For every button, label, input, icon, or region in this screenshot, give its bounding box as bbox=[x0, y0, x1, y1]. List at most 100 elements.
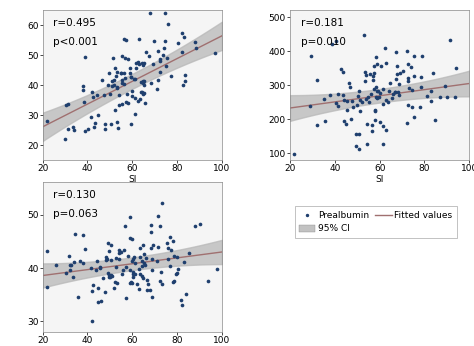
Point bbox=[181, 78, 189, 83]
Point bbox=[94, 112, 102, 118]
Point bbox=[432, 117, 439, 122]
Point bbox=[386, 80, 394, 85]
Point bbox=[143, 287, 150, 293]
Point bbox=[70, 275, 77, 280]
Point bbox=[120, 248, 128, 253]
Point bbox=[139, 80, 146, 85]
Point bbox=[408, 104, 416, 109]
Point bbox=[76, 259, 84, 264]
Point bbox=[62, 136, 69, 142]
Point bbox=[409, 88, 416, 93]
Point bbox=[116, 251, 123, 256]
Point bbox=[97, 264, 104, 270]
Point bbox=[113, 281, 121, 286]
Point bbox=[340, 97, 347, 102]
Point bbox=[126, 70, 134, 75]
Point bbox=[138, 60, 146, 66]
Point bbox=[127, 280, 134, 285]
Point bbox=[378, 64, 385, 69]
Point bbox=[88, 288, 95, 294]
Point bbox=[94, 300, 102, 305]
Point bbox=[138, 90, 146, 95]
Point bbox=[306, 103, 313, 109]
Point bbox=[128, 89, 136, 94]
Point bbox=[346, 85, 354, 90]
Point bbox=[374, 89, 382, 94]
Point bbox=[158, 200, 165, 206]
Point bbox=[71, 127, 78, 133]
Point bbox=[418, 84, 425, 90]
Point bbox=[385, 88, 393, 93]
Point bbox=[81, 99, 88, 104]
Point bbox=[178, 31, 186, 36]
Point bbox=[97, 298, 104, 304]
Point bbox=[452, 65, 460, 71]
Point bbox=[347, 116, 355, 121]
Point bbox=[143, 255, 150, 260]
Point bbox=[63, 102, 70, 108]
Point bbox=[93, 258, 101, 263]
Point bbox=[370, 64, 377, 69]
Point bbox=[43, 284, 51, 290]
Point bbox=[96, 265, 104, 271]
Text: r=0.181: r=0.181 bbox=[301, 18, 344, 28]
Point bbox=[427, 88, 434, 94]
Point bbox=[404, 48, 411, 54]
Point bbox=[372, 94, 380, 99]
Point bbox=[107, 272, 115, 278]
Point bbox=[375, 95, 383, 100]
Point bbox=[344, 98, 351, 103]
Point bbox=[81, 247, 89, 252]
Point bbox=[320, 97, 328, 102]
Point bbox=[115, 256, 123, 262]
Point bbox=[134, 98, 142, 104]
Point bbox=[337, 66, 344, 72]
Point bbox=[153, 86, 161, 92]
Point bbox=[108, 273, 115, 279]
Point bbox=[343, 107, 351, 112]
Point bbox=[115, 247, 123, 253]
Point bbox=[136, 254, 144, 260]
Text: p=0.063: p=0.063 bbox=[54, 209, 99, 219]
Text: p<0.001: p<0.001 bbox=[54, 37, 98, 47]
Point bbox=[139, 92, 147, 97]
Point bbox=[139, 243, 147, 248]
Point bbox=[391, 89, 399, 94]
Point bbox=[135, 266, 143, 272]
Point bbox=[120, 37, 128, 42]
Point bbox=[346, 81, 353, 86]
Point bbox=[144, 281, 152, 286]
Point bbox=[130, 254, 138, 260]
Point bbox=[128, 258, 136, 263]
Point bbox=[178, 49, 185, 54]
Point bbox=[162, 63, 170, 69]
Point bbox=[74, 294, 82, 300]
Point bbox=[376, 119, 384, 125]
Point bbox=[163, 55, 171, 61]
Point bbox=[158, 281, 165, 287]
Point bbox=[65, 253, 73, 259]
Point bbox=[166, 234, 173, 239]
Point bbox=[154, 213, 161, 218]
Point bbox=[410, 74, 418, 79]
Point bbox=[154, 48, 161, 53]
Point bbox=[103, 256, 111, 262]
Point bbox=[150, 38, 158, 44]
Point bbox=[365, 99, 373, 104]
Point bbox=[368, 122, 376, 128]
Point bbox=[321, 118, 328, 124]
Point bbox=[104, 240, 112, 245]
Point bbox=[84, 126, 91, 132]
Point bbox=[159, 52, 167, 58]
Point bbox=[429, 71, 437, 76]
Point bbox=[116, 102, 123, 108]
Point bbox=[381, 45, 389, 51]
Point bbox=[140, 251, 148, 257]
Point bbox=[88, 114, 95, 120]
Point bbox=[436, 94, 443, 100]
Point bbox=[149, 242, 156, 248]
Point bbox=[120, 81, 128, 86]
Point bbox=[98, 77, 106, 83]
Point bbox=[102, 257, 109, 263]
Point bbox=[164, 21, 172, 26]
